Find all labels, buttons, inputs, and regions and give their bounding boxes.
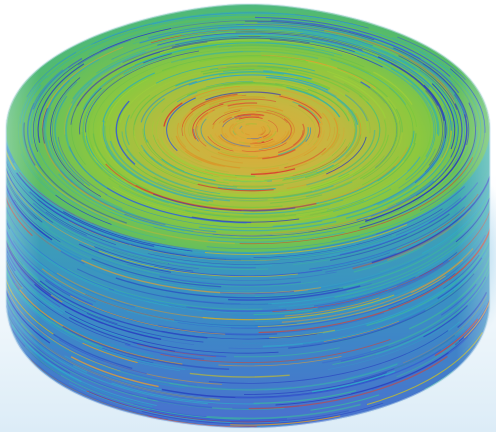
streamline <box>6 25 23 76</box>
streamline <box>2 142 4 157</box>
cylinder-outline <box>5 2 491 430</box>
streamline <box>6 28 21 76</box>
streamline <box>2 21 5 39</box>
streamline <box>2 99 4 115</box>
streamline <box>6 17 30 76</box>
streamline <box>2 235 4 253</box>
streamline <box>2 232 3 246</box>
streamline <box>2 300 3 314</box>
streamline <box>6 169 7 191</box>
streamline <box>6 30 10 61</box>
streamline <box>2 262 5 282</box>
streamline <box>6 7 15 47</box>
streamline <box>2 263 3 271</box>
streamline <box>2 300 5 318</box>
streamline <box>6 29 37 77</box>
streamline <box>6 38 9 67</box>
streamline <box>2 108 4 123</box>
streamline <box>6 42 12 76</box>
streamline <box>6 51 8 76</box>
streamline <box>6 49 13 87</box>
streamline <box>2 73 3 84</box>
streamline <box>6 32 8 60</box>
streamline <box>6 55 12 91</box>
streamline <box>6 36 7 61</box>
streamline <box>6 42 10 73</box>
streamline <box>2 124 4 142</box>
streamline <box>2 121 3 130</box>
streamline <box>6 62 7 87</box>
streamline <box>2 187 3 196</box>
streamline <box>2 167 3 180</box>
streamline <box>6 5 7 30</box>
streamline <box>6 82 10 114</box>
streamline <box>2 276 4 291</box>
streamline <box>2 100 4 116</box>
streamline <box>2 48 3 57</box>
streamline <box>2 155 4 170</box>
